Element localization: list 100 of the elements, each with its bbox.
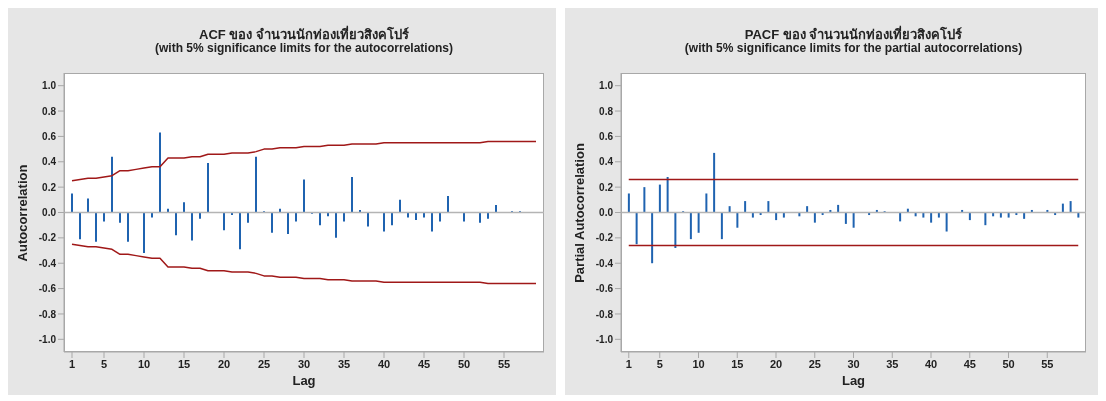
bar — [697, 212, 700, 233]
bar — [635, 212, 638, 245]
x-axis-title: Lag — [291, 373, 317, 388]
bar — [627, 193, 630, 213]
y-tick-label: -1.0 — [595, 333, 614, 345]
x-axis-title: Lag — [840, 373, 867, 388]
bar — [391, 212, 393, 226]
bar — [207, 163, 209, 213]
y-tick-label: 1.0 — [42, 80, 57, 92]
bar — [143, 212, 145, 254]
x-tick-label: 10 — [137, 357, 151, 370]
bar — [127, 212, 129, 242]
y-tick-label: 0.2 — [42, 181, 57, 193]
x-tick-label: 15 — [177, 357, 191, 370]
bar — [287, 212, 289, 235]
bar — [383, 212, 385, 232]
bar — [744, 201, 747, 213]
bar — [658, 184, 661, 213]
bar — [159, 132, 161, 213]
y-tick-label: 0.2 — [599, 181, 614, 193]
y-tick-label: -0.6 — [595, 283, 614, 295]
x-tick-label: 20 — [769, 357, 783, 370]
x-tick-label: 1 — [625, 357, 632, 370]
bar — [119, 212, 121, 223]
y-tick-label: 0.4 — [42, 156, 57, 168]
bar — [767, 201, 770, 213]
bar — [79, 212, 81, 240]
chart-subtitle: (with 5% significance limits for the autocorrelations) — [153, 41, 455, 55]
bar — [844, 212, 847, 224]
bar — [984, 212, 987, 226]
bar — [643, 187, 646, 213]
bar — [705, 193, 708, 213]
x-tick-label: 50 — [1002, 357, 1015, 370]
y-tick-label: 0.0 — [599, 207, 614, 219]
x-tick-label: 25 — [257, 357, 271, 370]
y-tick-label: -1.0 — [38, 333, 57, 345]
line-series — [71, 140, 537, 182]
bar — [255, 156, 257, 213]
bar — [239, 212, 241, 250]
bar — [447, 196, 449, 213]
y-tick-label: -0.8 — [595, 308, 614, 320]
x-tick-label: 5 — [100, 357, 108, 370]
bar — [930, 212, 933, 223]
x-tick-label: 30 — [297, 357, 311, 370]
x-tick-label: 40 — [377, 357, 391, 370]
bar — [95, 212, 97, 242]
bar — [713, 152, 716, 213]
x-tick-label: 55 — [1041, 357, 1054, 370]
x-tick-label: 20 — [217, 357, 231, 370]
y-tick-label: 1.0 — [599, 80, 614, 92]
x-tick-label: 35 — [337, 357, 351, 370]
y-tick-label: 0.6 — [599, 130, 614, 142]
chart-subtitle: (with 5% significance limits for the partial autocorrelations) — [683, 41, 1024, 55]
y-tick-label: -0.6 — [38, 283, 57, 295]
bar — [945, 212, 948, 232]
chart-title: PACF ของ จำนวนนักท่องเที่ยวสิงคโปร์ — [743, 24, 964, 43]
bar — [223, 212, 225, 231]
y-tick-label: 0.0 — [42, 207, 57, 219]
bar — [71, 193, 73, 213]
bar — [271, 212, 273, 233]
bar — [367, 212, 369, 227]
x-tick-label: 1 — [68, 357, 76, 370]
bar — [335, 212, 337, 238]
bar — [175, 212, 177, 236]
y-tick-label: 0.8 — [599, 105, 614, 117]
bar — [183, 202, 185, 213]
bar — [674, 212, 677, 249]
y-tick-label: -0.4 — [38, 257, 57, 269]
line-series — [71, 243, 537, 285]
x-tick-label: 15 — [731, 357, 744, 370]
bar — [303, 179, 305, 213]
bar — [247, 212, 249, 223]
bar — [666, 176, 669, 213]
x-tick-label: 50 — [457, 357, 471, 370]
bar — [399, 199, 401, 213]
bar — [319, 212, 321, 226]
bar — [720, 212, 723, 240]
y-tick-label: -0.4 — [595, 257, 614, 269]
x-tick-label: 5 — [656, 357, 663, 370]
x-tick-label: 25 — [808, 357, 821, 370]
y-tick-label: -0.2 — [38, 232, 57, 244]
bar — [87, 198, 89, 213]
bar — [1069, 201, 1072, 213]
y-axis-title: Partial Autocorrelation — [571, 142, 587, 283]
bar — [111, 156, 113, 213]
x-tick-label: 35 — [886, 357, 899, 370]
y-tick-label: 0.8 — [42, 105, 57, 117]
x-tick-label: 45 — [963, 357, 976, 370]
x-tick-label: 45 — [417, 357, 431, 370]
bar — [431, 212, 433, 232]
bar — [736, 212, 739, 228]
bar — [351, 176, 353, 213]
chart-title: ACF ของ จำนวนนักท่องเที่ยวสิงคโปร์ — [198, 24, 410, 43]
y-tick-label: -0.2 — [595, 232, 614, 244]
bar — [479, 212, 481, 223]
y-axis-title: Autocorrelation — [14, 164, 30, 261]
x-tick-label: 30 — [847, 357, 860, 370]
bar — [813, 212, 816, 223]
x-tick-label: 10 — [692, 357, 705, 370]
bar — [191, 212, 193, 241]
